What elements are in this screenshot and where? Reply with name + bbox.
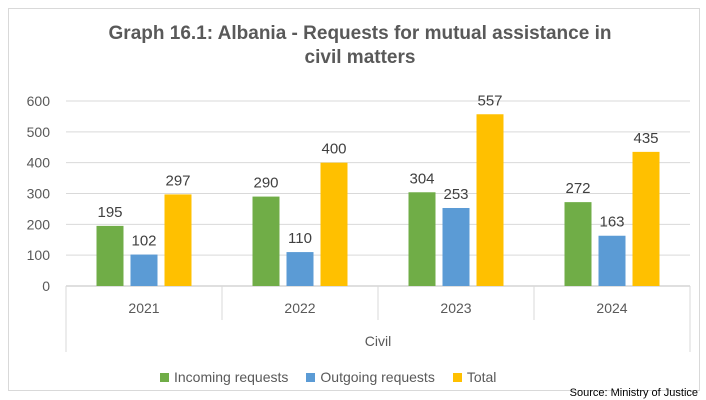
chart-title-line-1: Graph 16.1: Albania - Requests for mutua…	[108, 23, 612, 44]
legend-swatch-incoming	[160, 372, 169, 382]
y-tick-label-0: 0	[42, 278, 50, 294]
chart-title-line-2: civil matters	[304, 47, 416, 68]
legend-label-incoming: Incoming requests	[174, 369, 289, 385]
bar-2021-0	[96, 225, 124, 286]
chart-frame	[8, 8, 700, 391]
legend-item-total: Total	[452, 369, 497, 385]
x-tick-label-2022: 2022	[284, 300, 315, 316]
data-label-2022-2: 400	[321, 141, 346, 158]
y-tick-label-100: 100	[27, 247, 51, 263]
legend-swatch-total	[452, 372, 462, 382]
data-label-2022-1: 110	[288, 230, 312, 247]
y-tick-label-300: 300	[27, 186, 51, 202]
x-group-label: Civil	[365, 333, 391, 349]
bar-2022-2	[320, 162, 348, 286]
data-label-2024-0: 272	[565, 180, 590, 197]
bar-2021-2	[164, 194, 192, 286]
bar-2023-2	[476, 114, 504, 286]
bar-2023-1	[442, 207, 470, 286]
x-tick-label-2024: 2024	[596, 300, 627, 316]
legend-item-incoming: Incoming requests	[160, 369, 288, 385]
bar-2024-0	[564, 202, 592, 286]
data-label-2024-2: 435	[633, 130, 658, 147]
bar-2023-0	[408, 192, 436, 286]
bar-2021-1	[130, 254, 158, 286]
legend-label-total: Total	[466, 369, 497, 385]
source-note: Source: Ministry of Justice	[569, 387, 698, 399]
y-tick-label-500: 500	[27, 124, 51, 140]
legend: Incoming requests Outgoing requests Tota…	[160, 369, 514, 385]
bar-2024-1	[598, 235, 626, 286]
legend-label-outgoing: Outgoing requests	[320, 369, 435, 385]
data-label-2022-0: 290	[253, 175, 278, 192]
y-tick-label-400: 400	[27, 155, 51, 171]
legend-swatch-outgoing	[306, 372, 316, 382]
y-tick-label-600: 600	[27, 93, 51, 109]
data-label-2021-0: 195	[97, 204, 122, 221]
chart-title: Graph 16.1: Albania - Requests for mutua…	[0, 22, 706, 70]
data-label-2021-1: 102	[131, 233, 156, 250]
x-tick-label-2021: 2021	[128, 300, 159, 316]
data-label-2023-1: 253	[443, 186, 468, 203]
data-label-2023-2: 557	[477, 92, 502, 109]
bar-2024-2	[632, 151, 660, 286]
bar-2022-1	[286, 252, 314, 286]
data-label-2023-0: 304	[409, 170, 434, 187]
y-tick-label-200: 200	[27, 216, 51, 232]
bar-2022-0	[252, 196, 280, 286]
data-label-2024-1: 163	[599, 214, 624, 231]
legend-item-outgoing: Outgoing requests	[306, 369, 435, 385]
x-tick-label-2023: 2023	[440, 300, 471, 316]
data-label-2021-2: 297	[165, 172, 190, 189]
